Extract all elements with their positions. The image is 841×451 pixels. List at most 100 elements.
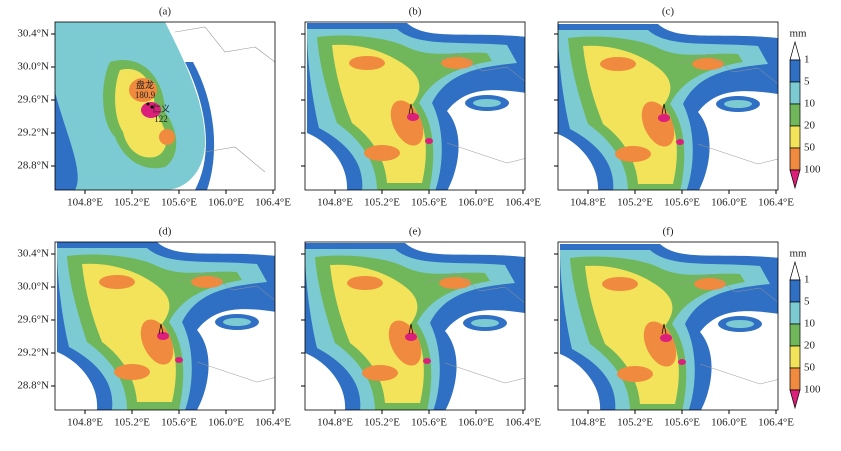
lon-label: 105.2°E: [617, 197, 653, 209]
frame: [557, 241, 779, 411]
colorbar-label: 5: [804, 296, 810, 308]
lat-label: 29.6°N: [17, 94, 49, 106]
lon-label: 105.6°E: [161, 197, 197, 209]
panel: [558, 23, 778, 190]
lon-label: 106.0°E: [208, 417, 244, 429]
colorbar-label: 5: [804, 76, 810, 88]
colorbar-cap: [789, 40, 801, 61]
colorbar-box: [789, 279, 801, 303]
lon-label: 106.4°E: [505, 197, 541, 209]
lat-label: 30.4°N: [17, 28, 49, 40]
station-value: 180.9: [135, 90, 156, 100]
colorbar-box: [789, 147, 801, 171]
panel-label: (d): [159, 226, 172, 238]
lon-label: 106.4°E: [758, 417, 794, 429]
panel-label: (c): [662, 6, 675, 18]
colorbar-label: 100: [804, 164, 821, 176]
station-marker: [408, 103, 414, 115]
panel-label: (f): [663, 226, 674, 238]
station-marker: [158, 323, 164, 335]
colorbar-label: 1: [804, 274, 810, 286]
frame: [54, 21, 276, 191]
lon-label: 105.2°E: [364, 197, 400, 209]
lon-label: 104.8°E: [317, 197, 353, 209]
station-value: 122: [154, 114, 168, 124]
station-name: 盘龙: [136, 79, 154, 90]
lon-label: 104.8°E: [570, 197, 606, 209]
panel: [56, 242, 275, 410]
field: [56, 242, 275, 410]
colorbar-label: 20: [804, 340, 816, 352]
lon-label: 106.4°E: [758, 197, 794, 209]
colorbar-box: [789, 103, 801, 127]
lon-label: 106.0°E: [711, 417, 747, 429]
colorbar-box: [789, 301, 801, 325]
station-marker: [661, 323, 667, 335]
colorbar-label: 50: [804, 142, 816, 154]
lat-label: 30.0°N: [17, 61, 49, 73]
lon-label: 105.6°E: [664, 197, 700, 209]
panel-label: (b): [409, 6, 422, 18]
field: [306, 22, 525, 190]
lat-label: 28.8°N: [17, 160, 49, 172]
lon-label: 104.8°E: [570, 417, 606, 429]
station-name: 仁义: [152, 103, 170, 114]
colorbar-label: 10: [804, 318, 816, 330]
colorbar-box: [789, 59, 801, 83]
lon-label: 106.0°E: [711, 197, 747, 209]
colorbar-cap: [789, 389, 801, 410]
frame: [304, 241, 526, 411]
lon-label: 106.4°E: [255, 197, 291, 209]
lat-label: 29.2°N: [17, 347, 49, 359]
lat-label: 28.8°N: [17, 380, 49, 392]
panel-label: (a): [159, 6, 172, 18]
lon-label: 104.8°E: [67, 197, 103, 209]
panel: [305, 242, 525, 410]
lon-label: 104.8°E: [317, 417, 353, 429]
colorbar-cap: [789, 169, 801, 190]
field: [558, 23, 778, 190]
lon-label: 105.6°E: [161, 417, 197, 429]
lon-label: 106.0°E: [208, 197, 244, 209]
lon-label: 105.2°E: [617, 417, 653, 429]
lon-label: 104.8°E: [67, 417, 103, 429]
lon-label: 106.4°E: [255, 417, 291, 429]
lon-label: 105.2°E: [114, 197, 150, 209]
frame: [54, 241, 276, 411]
panel: [306, 22, 525, 190]
field: [559, 243, 778, 410]
lat-label: 29.6°N: [17, 314, 49, 326]
lon-label: 106.0°E: [458, 417, 494, 429]
lon-label: 105.6°E: [664, 417, 700, 429]
colorbar-label: 10: [804, 98, 816, 110]
lon-label: 106.0°E: [458, 197, 494, 209]
panel: [559, 243, 778, 410]
lat-label: 29.2°N: [17, 127, 49, 139]
panel-label: (e): [409, 226, 422, 238]
station-dot: [150, 105, 154, 109]
station-marker: [408, 323, 414, 335]
lon-label: 105.6°E: [411, 197, 447, 209]
colorbar-box: [789, 81, 801, 105]
colorbar-label: 50: [804, 362, 816, 374]
station-dot: [146, 102, 150, 106]
colorbar-box: [789, 345, 801, 369]
colorbar-label: 1: [804, 54, 810, 66]
lon-label: 105.2°E: [364, 417, 400, 429]
lon-label: 106.4°E: [505, 417, 541, 429]
lat-label: 30.4°N: [17, 248, 49, 260]
frame: [304, 21, 526, 191]
colorbar-unit: mm: [789, 28, 807, 40]
field: [305, 242, 525, 410]
station-marker: [661, 103, 667, 115]
colorbar-label: 100: [804, 384, 821, 396]
colorbar-label: 20: [804, 120, 816, 132]
lon-label: 105.6°E: [411, 417, 447, 429]
colorbar-cap: [789, 260, 801, 281]
colorbar-box: [789, 125, 801, 149]
colorbar-box: [789, 323, 801, 347]
lat-label: 30.0°N: [17, 281, 49, 293]
colorbar-unit: mm: [789, 248, 807, 260]
colorbar-box: [789, 367, 801, 391]
